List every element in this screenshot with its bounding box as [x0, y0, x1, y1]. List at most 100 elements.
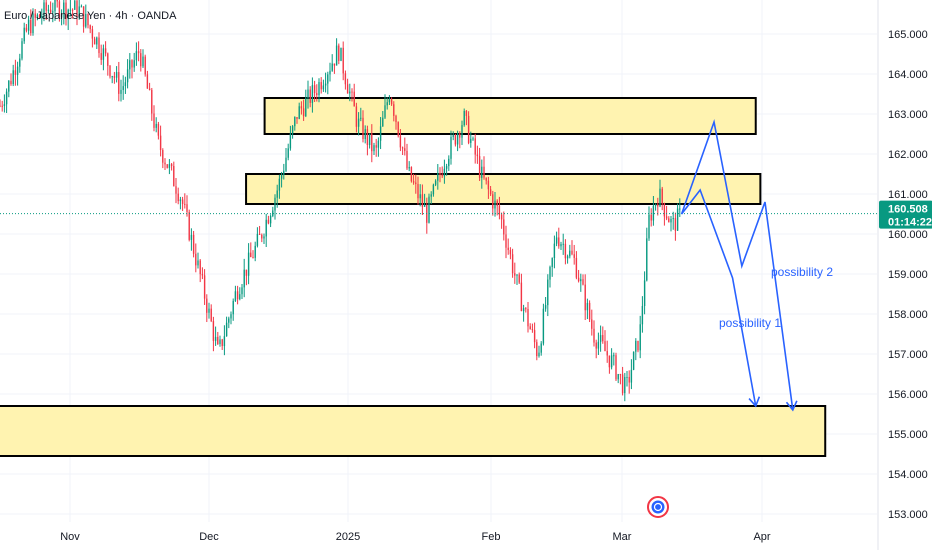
candle-body: [186, 204, 188, 212]
candle-body: [507, 247, 509, 251]
candle-body: [628, 376, 630, 383]
candle-body: [588, 302, 591, 320]
candle-body: [324, 83, 327, 86]
candle-body: [538, 352, 540, 357]
candle-body: [140, 53, 142, 67]
candle-body: [173, 165, 175, 187]
zone-rect[interactable]: [245, 173, 762, 205]
candle-body: [80, 6, 83, 8]
y-tick-label: 162.000: [888, 149, 928, 161]
projection-path-2[interactable]: [680, 118, 794, 411]
candle-body: [203, 275, 206, 299]
candle-body: [558, 237, 560, 247]
candle-body: [206, 298, 208, 313]
candle-body: [36, 14, 39, 18]
candle-body: [498, 205, 501, 215]
candle-body: [208, 308, 210, 313]
candle-body: [351, 91, 353, 93]
candle-body: [560, 244, 562, 247]
candle-body: [197, 260, 199, 266]
candle-body: [320, 82, 322, 90]
candle-body: [483, 166, 485, 178]
candle-body: [571, 250, 573, 255]
candle-body: [305, 98, 307, 117]
candle-body: [311, 85, 314, 103]
candle-body: [272, 210, 274, 217]
candle-body: [533, 330, 536, 343]
candle-body: [386, 102, 388, 106]
tradingview-logo-icon[interactable]: [647, 496, 669, 518]
candle-body: [331, 63, 333, 71]
candle-body: [342, 47, 344, 74]
candle-body: [234, 291, 237, 301]
candle-body: [674, 218, 677, 231]
candle-body: [487, 180, 490, 190]
candle-body: [432, 184, 435, 195]
label-possibility-1: possibility 1: [719, 316, 781, 330]
candle-body: [441, 174, 443, 177]
candle-body: [243, 269, 245, 288]
candle-body: [1, 105, 3, 107]
candle-body: [179, 199, 182, 202]
candle-body: [3, 104, 6, 106]
candle-body: [225, 322, 228, 337]
candle-body: [177, 193, 179, 202]
candle-body: [294, 117, 296, 127]
candle-body: [278, 178, 281, 191]
candle-body: [505, 234, 507, 248]
candle-body: [582, 279, 584, 285]
candle-body: [181, 199, 184, 204]
candle-body: [49, 9, 52, 13]
candle-body: [382, 117, 384, 127]
candle-body: [461, 125, 463, 138]
y-tick-label: 159.000: [888, 269, 928, 281]
candle-body: [65, 2, 67, 19]
candle-body: [329, 70, 331, 75]
candle-body: [76, 0, 78, 18]
candle-body: [544, 305, 547, 309]
candle-body: [111, 76, 113, 78]
candle-body: [148, 88, 151, 91]
candle-body: [375, 145, 377, 148]
current-price-tag[interactable]: [879, 200, 932, 229]
candle-body: [47, 9, 50, 11]
candle-body: [56, 0, 58, 2]
candle-body: [555, 237, 558, 244]
candle-body: [377, 140, 380, 148]
candle-body: [454, 135, 457, 145]
candle-body: [531, 329, 534, 331]
arrowhead-icon: [785, 400, 798, 412]
candle-body: [500, 214, 503, 220]
candle-body: [465, 110, 468, 116]
candle-body: [258, 233, 261, 235]
candle-body: [368, 133, 371, 146]
zone-rect[interactable]: [263, 97, 757, 135]
candle-body: [542, 308, 545, 344]
candle-body: [96, 37, 98, 45]
candle-body: [195, 253, 197, 266]
candle-body: [562, 243, 564, 245]
candle-body: [289, 133, 292, 149]
candle-body: [357, 118, 360, 127]
candle-body: [221, 339, 223, 347]
candle-body: [164, 162, 166, 165]
x-tick-label: 2025: [336, 531, 360, 543]
y-tick-label: 157.000: [888, 349, 928, 361]
candle-body: [448, 158, 450, 167]
candle-body: [261, 234, 263, 239]
candle-body: [478, 156, 481, 178]
zones: [0, 97, 827, 457]
projection-path-1[interactable]: [680, 188, 757, 407]
candle-body: [236, 291, 239, 300]
candle-body: [85, 14, 87, 27]
candle-body: [78, 6, 80, 18]
candle-body: [322, 85, 325, 90]
candle-body: [529, 326, 531, 330]
candle-body: [437, 173, 439, 181]
candle-body: [190, 234, 193, 240]
candle-body: [641, 306, 644, 325]
candle-body: [276, 190, 278, 198]
candle-body: [309, 89, 311, 103]
zone-rect[interactable]: [0, 405, 827, 457]
